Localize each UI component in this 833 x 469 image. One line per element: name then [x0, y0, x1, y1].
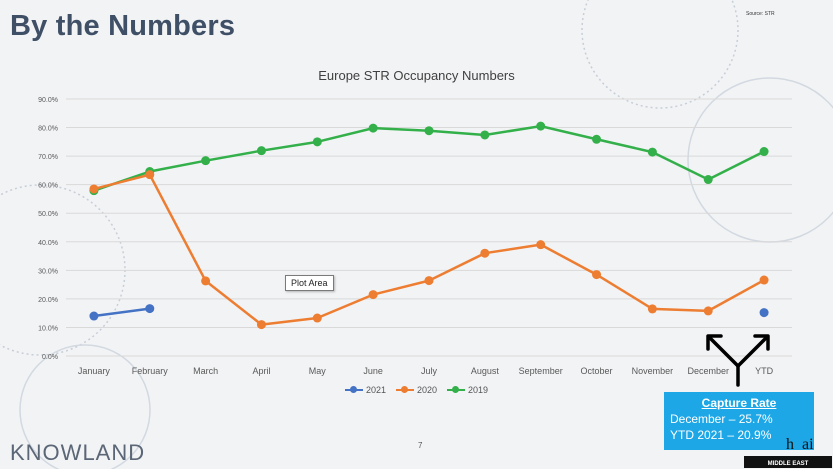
data-point-2019	[424, 126, 434, 136]
data-point-2020	[703, 306, 713, 316]
y-tick-label: 70.0%	[38, 154, 58, 161]
x-tick-label: September	[519, 366, 563, 376]
y-tick-label: 0.0%	[42, 354, 58, 361]
series-line-2020	[93, 173, 765, 326]
data-point-2020	[145, 170, 155, 180]
y-tick-label: 10.0%	[38, 325, 58, 332]
data-point-2020	[312, 313, 322, 323]
x-tick-label: March	[193, 366, 218, 376]
legend-swatch-2020	[395, 386, 414, 393]
data-point-2020	[424, 276, 434, 286]
data-point-2019	[647, 147, 657, 157]
source-note: Source: STR	[746, 11, 775, 17]
data-point-2020	[256, 320, 266, 330]
series-2019	[89, 121, 769, 196]
legend-label-2020: 2020	[416, 385, 438, 395]
data-point-2019	[703, 175, 713, 185]
plot-area-tooltip: Plot Area	[285, 275, 334, 291]
data-point-2019	[201, 156, 211, 166]
chart-title: Europe STR Occupancy Numbers	[318, 68, 515, 83]
legend-label-2021: 2021	[365, 385, 386, 395]
x-tick-label: July	[421, 366, 438, 376]
legend-item-2019[interactable]: 2019	[447, 385, 488, 395]
data-point-2020	[480, 248, 490, 258]
data-point-2020	[201, 276, 211, 286]
x-tick-label: August	[471, 366, 500, 376]
x-tick-label: April	[252, 366, 270, 376]
y-tick-label: 50.0%	[38, 211, 58, 218]
slide-title: By the Numbers	[10, 10, 236, 42]
svg-text:h: h	[786, 436, 794, 453]
y-tick-label: 20.0%	[38, 297, 58, 304]
capture-rate-ytd: YTD 2021 – 20.9%	[670, 428, 772, 442]
x-tick-label: YTD	[755, 366, 774, 376]
y-tick-label: 60.0%	[38, 183, 58, 190]
data-point-2019	[312, 137, 322, 147]
y-tick-label: 90.0%	[38, 97, 58, 104]
legend-item-2020[interactable]: 2020	[395, 385, 438, 395]
data-point-2021	[759, 308, 769, 318]
capture-rate-title: Capture Rate	[701, 396, 777, 410]
data-point-2020	[592, 270, 602, 280]
gridlines	[66, 98, 792, 357]
data-point-2020	[759, 275, 769, 285]
data-point-2019	[256, 146, 266, 156]
data-point-2020	[536, 240, 546, 250]
data-point-2019	[592, 134, 602, 144]
x-tick-label: December	[687, 366, 729, 376]
data-point-2020	[368, 290, 378, 300]
y-tick-label: 40.0%	[38, 240, 58, 247]
legend-item-2021[interactable]: 2021	[344, 385, 386, 395]
partner-logo: ai h MIDDLE EAST	[744, 436, 832, 468]
data-point-2020	[647, 304, 657, 314]
series-line-2019	[93, 124, 765, 192]
legend-label-2019: 2019	[468, 385, 489, 395]
capture-rate-december: December – 25.7%	[670, 412, 773, 426]
data-point-2019	[480, 130, 490, 140]
y-tick-label: 30.0%	[38, 268, 58, 275]
legend-swatch-2019	[447, 386, 466, 393]
data-point-2021	[145, 304, 155, 314]
x-tick-label: May	[309, 366, 327, 376]
svg-text:ai: ai	[802, 436, 814, 453]
legend-swatch-2021	[344, 386, 363, 393]
svg-text:MIDDLE EAST: MIDDLE EAST	[768, 461, 809, 467]
data-point-2019	[759, 147, 769, 157]
series-line-2021	[93, 307, 150, 318]
x-tick-label: October	[581, 366, 613, 376]
series-layer	[89, 121, 769, 330]
x-tick-label: November	[632, 366, 674, 376]
y-axis-ticks: 0.0% 10.0% 20.0% 30.0% 40.0% 50.0% 60.0% 70.0% 8…	[38, 97, 58, 361]
series-2020	[89, 170, 769, 330]
data-point-2019	[536, 121, 546, 131]
x-tick-label: June	[363, 366, 383, 376]
data-point-2019	[368, 123, 378, 133]
series-2021	[89, 304, 769, 321]
chart-legend[interactable]: 2021 2020 2019	[0, 385, 833, 395]
y-tick-label: 80.0%	[38, 126, 58, 133]
data-point-2021	[89, 311, 99, 321]
capture-rate-callout: Capture Rate December – 25.7% YTD 2021 –…	[664, 392, 814, 450]
data-point-2020	[89, 184, 99, 194]
knowland-logo: KNOWLAND	[10, 440, 146, 465]
x-tick-label: February	[132, 366, 169, 376]
page-number: 7	[418, 441, 423, 450]
x-tick-label: January	[78, 366, 111, 376]
x-axis-ticks: January February March April May June July Augu…	[78, 366, 774, 376]
